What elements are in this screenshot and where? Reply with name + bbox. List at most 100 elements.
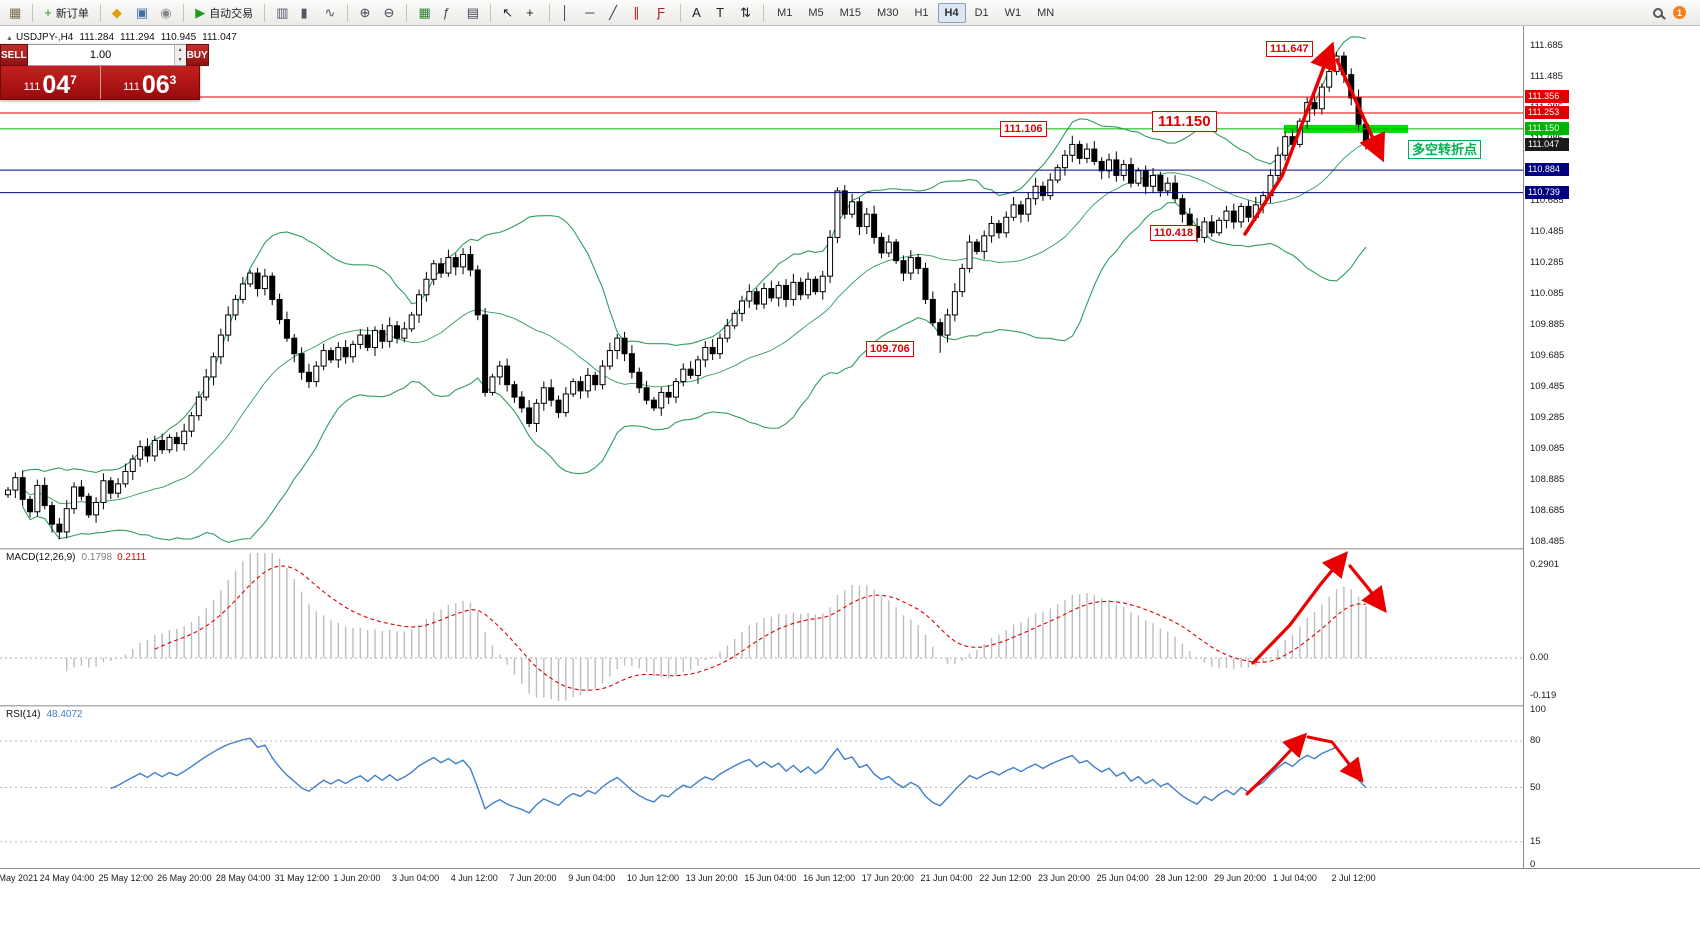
notification-icon[interactable]: 1 bbox=[1673, 6, 1686, 19]
vertical-line-button[interactable]: │ bbox=[556, 2, 578, 24]
indicators-button[interactable]: ƒ bbox=[438, 2, 460, 24]
buy-price[interactable]: 111 06 3 bbox=[101, 66, 200, 99]
price-tick: 111.485 bbox=[1530, 71, 1563, 82]
price-annotation[interactable]: 109.706 bbox=[866, 341, 914, 357]
rsi-line bbox=[110, 737, 1367, 814]
bb-upper bbox=[22, 36, 1367, 474]
sell-button[interactable]: SELL bbox=[0, 44, 28, 66]
price-annotation[interactable]: 111.647 bbox=[1266, 41, 1313, 57]
new-chart-button[interactable]: ▦ bbox=[4, 2, 26, 24]
panel-separator[interactable] bbox=[0, 705, 1700, 707]
channel-button[interactable]: ∥ bbox=[628, 2, 650, 24]
new-order-label: 新订单 bbox=[55, 7, 89, 20]
timeframe-h4-button[interactable]: H4 bbox=[937, 2, 966, 23]
timeframe-m5-button[interactable]: M5 bbox=[808, 6, 824, 19]
time-tick: 24 May 04:00 bbox=[39, 873, 95, 883]
turning-point-label[interactable]: 多空转折点 bbox=[1408, 140, 1482, 159]
price-tick: 109.485 bbox=[1530, 381, 1565, 392]
rsi-panel[interactable] bbox=[0, 707, 1523, 868]
price-annotation[interactable]: 111.150 bbox=[1152, 111, 1217, 132]
collapse-icon[interactable]: ▲ bbox=[6, 35, 13, 42]
trend-arrow[interactable] bbox=[1335, 58, 1386, 163]
trend-arrows[interactable] bbox=[1243, 41, 1386, 236]
rsi-arrow[interactable] bbox=[1245, 732, 1308, 796]
timeframe-mn-button[interactable]: MN bbox=[1037, 6, 1055, 19]
time-tick: 13 Jun 20:00 bbox=[685, 873, 738, 883]
text-icon: A bbox=[692, 5, 701, 20]
tile-windows-button[interactable]: ▦ bbox=[413, 2, 435, 24]
symbol-title: USDJPY-,H4 bbox=[15, 32, 74, 43]
timeframe-w1-button[interactable]: W1 bbox=[1004, 6, 1022, 19]
candlestick-chart-button[interactable]: ▮ bbox=[295, 2, 317, 24]
price-tick: 109.085 bbox=[1530, 443, 1565, 454]
buy-button[interactable]: BUY bbox=[185, 44, 209, 66]
volume-up-button[interactable]: ▲ bbox=[174, 45, 186, 55]
time-tick: 28 Jun 12:00 bbox=[1155, 873, 1208, 883]
timeframe-m15-button[interactable]: M15 bbox=[839, 6, 862, 19]
price-tick: 109.685 bbox=[1530, 350, 1565, 361]
cursor-button[interactable]: ↖ bbox=[497, 2, 519, 24]
time-tick: 25 Jun 04:00 bbox=[1096, 873, 1149, 883]
panel-separator[interactable] bbox=[0, 548, 1700, 550]
community-button[interactable]: ◉ bbox=[155, 2, 177, 24]
toolbar-separator bbox=[99, 3, 101, 22]
timeframe-m30-button[interactable]: M30 bbox=[877, 6, 899, 19]
sell-price-prefix: 111 bbox=[23, 81, 41, 93]
macd-arrow[interactable] bbox=[1251, 551, 1349, 665]
timeframe-m1-button[interactable]: M1 bbox=[777, 6, 793, 19]
rsi-arrows[interactable] bbox=[1245, 732, 1364, 796]
toolbar-separator bbox=[32, 3, 34, 22]
sell-price[interactable]: 111 04 7 bbox=[1, 66, 100, 99]
price-tick: 108.885 bbox=[1530, 474, 1565, 485]
price-tag: 110.884 bbox=[1525, 163, 1569, 177]
annotations-layer: 111.647 111.106 111.150 110.418 109.706 多空转折点 bbox=[0, 26, 1523, 548]
deposit-button[interactable]: ◆ bbox=[107, 2, 129, 24]
volume-input[interactable] bbox=[27, 45, 174, 65]
bar-chart-button[interactable]: ▥ bbox=[271, 2, 293, 24]
time-tick: 26 May 20:00 bbox=[157, 873, 212, 883]
macd-panel[interactable] bbox=[0, 550, 1523, 705]
text-button[interactable]: A bbox=[687, 2, 709, 24]
objects-list-button[interactable]: ▤ bbox=[462, 2, 484, 24]
macd-arrow[interactable] bbox=[1348, 564, 1387, 614]
macd-indicator-label: MACD(12,26,9) 0.1798 0.2111 bbox=[6, 552, 146, 563]
toolbar-separator bbox=[183, 3, 185, 22]
deposit-icon: ◆ bbox=[111, 5, 122, 20]
timeframe-h1-button[interactable]: H1 bbox=[914, 6, 929, 19]
horizontal-line-button[interactable]: ─ bbox=[580, 2, 602, 24]
macd-tick: 0.00 bbox=[1530, 652, 1549, 663]
price-axis[interactable]: 111.685111.485111.285111.085110.885110.6… bbox=[1523, 26, 1700, 870]
market-button[interactable]: ▣ bbox=[131, 2, 153, 24]
search-icon[interactable] bbox=[1653, 7, 1663, 18]
one-click-trading-widget: SELL ▲ ▼ BUY 111 04 7 111 bbox=[0, 44, 209, 100]
trendline-button[interactable]: ╱ bbox=[604, 2, 626, 24]
sell-price-big: 04 bbox=[42, 71, 71, 99]
line-chart-button[interactable]: ∿ bbox=[319, 2, 341, 24]
price-tag: 111.150 bbox=[1525, 121, 1569, 135]
macd-tick: 0.2901 bbox=[1530, 559, 1560, 571]
crosshair-button[interactable]: + bbox=[521, 2, 543, 24]
trend-arrow[interactable] bbox=[1243, 41, 1337, 236]
main-chart[interactable] bbox=[0, 26, 1523, 548]
rsi-value: 48.4072 bbox=[46, 709, 83, 720]
price-tick: 110.685 bbox=[1530, 195, 1564, 206]
timeframe-d1-button[interactable]: D1 bbox=[974, 6, 989, 19]
new-chart-icon: ▦ bbox=[9, 5, 22, 20]
zoom-out-button[interactable]: ⊖ bbox=[378, 2, 400, 24]
price-tick: 108.685 bbox=[1530, 505, 1565, 516]
zoom-in-button[interactable]: ⊕ bbox=[354, 2, 376, 24]
fibonacci-button[interactable]: Ƒ bbox=[652, 2, 674, 24]
new-order-button[interactable]: + 新订单 bbox=[39, 2, 94, 24]
rsi-arrow[interactable] bbox=[1306, 735, 1364, 783]
autotrading-button[interactable]: ▶ 自动交易 bbox=[190, 2, 258, 24]
horizontal-lines-layer[interactable] bbox=[0, 96, 1523, 194]
arrows-button[interactable]: ⇅ bbox=[735, 2, 757, 24]
price-annotation[interactable]: 111.106 bbox=[1000, 121, 1047, 137]
rsi-tick: 15 bbox=[1530, 835, 1541, 847]
volume-down-button[interactable]: ▼ bbox=[174, 55, 186, 65]
price-annotation[interactable]: 110.418 bbox=[1150, 225, 1198, 241]
macd-arrows[interactable] bbox=[1251, 551, 1387, 665]
horizontal-line-icon: ─ bbox=[585, 5, 595, 20]
label-button[interactable]: T bbox=[711, 2, 733, 24]
